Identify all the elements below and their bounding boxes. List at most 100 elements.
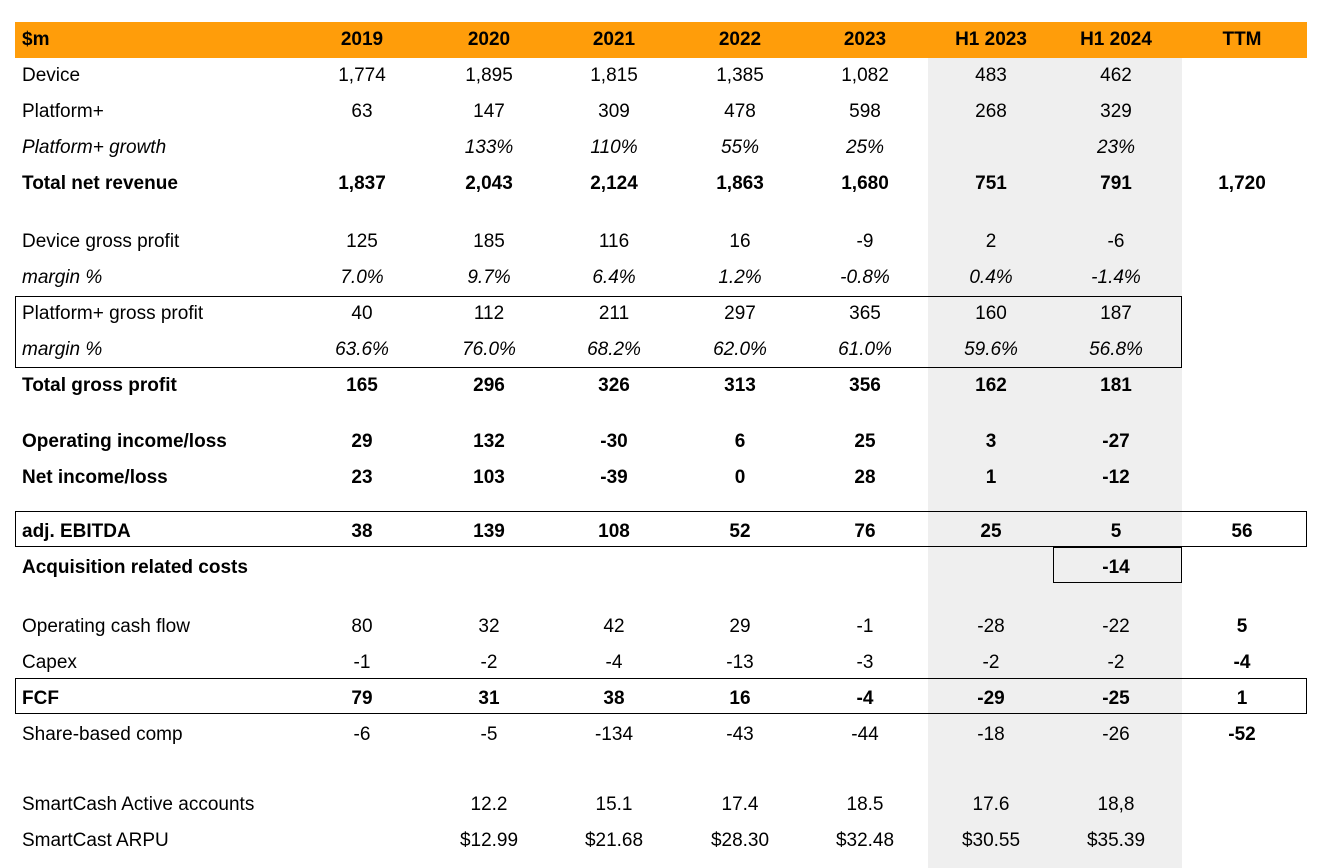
cell-operating-cash-flow-6: -22 bbox=[1102, 616, 1130, 637]
row-label-adj-ebitda: adj. EBITDA bbox=[22, 521, 131, 542]
cell-margin-1: 76.0% bbox=[462, 339, 516, 360]
cell-adj-ebitda-1: 139 bbox=[473, 521, 505, 542]
cell-platform-gross-profit-5: 160 bbox=[975, 303, 1007, 324]
cell-smartcash-active-accounts-7 bbox=[1180, 787, 1304, 823]
cell-smartcast-arpu-4: $32.48 bbox=[835, 830, 895, 851]
cell-platform-0: 63 bbox=[351, 101, 373, 122]
cell-fcf-1: 31 bbox=[478, 688, 500, 709]
cell-platform-growth-6: 23% bbox=[1096, 137, 1136, 158]
cell-margin-2: 68.2% bbox=[587, 339, 641, 360]
cell-device-gross-profit-7 bbox=[1180, 224, 1304, 260]
cell-fcf-0: 79 bbox=[351, 688, 373, 709]
cell-platform-growth-2: 110% bbox=[590, 137, 638, 158]
cell-device-2: 1,815 bbox=[590, 65, 638, 86]
cell-margin-0: 63.6% bbox=[335, 339, 389, 360]
cell-margin-6: -1.4% bbox=[1091, 267, 1141, 288]
cell-operating-income-loss-2: -30 bbox=[600, 431, 628, 452]
cell-operating-income-loss-4: 25 bbox=[854, 431, 876, 452]
cell-total-net-revenue-7: 1,720 bbox=[1218, 173, 1266, 194]
cell-net-income-loss-4: 28 bbox=[854, 467, 876, 488]
row-label-smartcast-arpu: SmartCast ARPU bbox=[22, 830, 169, 851]
cell-platform-growth-0 bbox=[300, 130, 424, 166]
cell-fcf-5: -29 bbox=[977, 688, 1005, 709]
cell-margin-6: 56.8% bbox=[1089, 339, 1143, 360]
cell-platform-gross-profit-0: 40 bbox=[351, 303, 373, 324]
cell-capex-5: -2 bbox=[982, 652, 1000, 673]
cell-platform-1: 147 bbox=[473, 101, 505, 122]
cell-platform-growth-4: 25% bbox=[845, 137, 885, 158]
cell-device-gross-profit-1: 185 bbox=[473, 231, 505, 252]
cell-share-based-comp-6: -26 bbox=[1102, 724, 1130, 745]
cell-platform-4: 598 bbox=[849, 101, 881, 122]
header-col-2022: 2022 bbox=[718, 29, 762, 50]
cell-operating-cash-flow-2: 42 bbox=[603, 616, 625, 637]
row-label-margin: margin % bbox=[22, 339, 103, 360]
cell-smartcast-arpu-2: $21.68 bbox=[584, 830, 644, 851]
cell-total-gross-profit-2: 326 bbox=[598, 375, 630, 396]
cell-fcf-6: -25 bbox=[1102, 688, 1130, 709]
cell-platform-gross-profit-2: 211 bbox=[598, 303, 630, 324]
row-label-total-net-revenue: Total net revenue bbox=[22, 173, 178, 194]
cell-device-4: 1,082 bbox=[841, 65, 889, 86]
cell-capex-3: -13 bbox=[726, 652, 754, 673]
cell-adj-ebitda-6: 5 bbox=[1110, 521, 1122, 542]
cell-acquisition-related-costs-7 bbox=[1180, 550, 1304, 586]
cell-share-based-comp-5: -18 bbox=[977, 724, 1005, 745]
cell-smartcash-active-accounts-2: 15.1 bbox=[595, 794, 633, 815]
cell-operating-income-loss-1: 132 bbox=[473, 431, 505, 452]
cell-smartcash-active-accounts-5: 17.6 bbox=[972, 794, 1010, 815]
cell-net-income-loss-5: 1 bbox=[985, 467, 997, 488]
cell-device-5: 483 bbox=[975, 65, 1007, 86]
cell-acquisition-related-costs-1 bbox=[427, 550, 551, 586]
cell-device-3: 1,385 bbox=[716, 65, 764, 86]
cell-acquisition-related-costs-3 bbox=[678, 550, 802, 586]
cell-smartcash-active-accounts-3: 17.4 bbox=[721, 794, 759, 815]
row-label-device-gross-profit: Device gross profit bbox=[22, 231, 180, 252]
cell-total-net-revenue-0: 1,837 bbox=[338, 173, 386, 194]
cell-share-based-comp-7: -52 bbox=[1228, 724, 1256, 745]
cell-share-based-comp-3: -43 bbox=[726, 724, 754, 745]
cell-margin-7 bbox=[1180, 332, 1304, 368]
cell-adj-ebitda-0: 38 bbox=[351, 521, 373, 542]
cell-net-income-loss-7 bbox=[1180, 460, 1304, 496]
cell-margin-5: 59.6% bbox=[964, 339, 1018, 360]
cell-platform-7 bbox=[1180, 94, 1304, 130]
cell-platform-growth-3: 55% bbox=[720, 137, 760, 158]
cell-platform-gross-profit-7 bbox=[1180, 296, 1304, 332]
row-label-capex: Capex bbox=[22, 652, 77, 673]
cell-platform-growth-5 bbox=[929, 130, 1053, 166]
header-col-2021: 2021 bbox=[592, 29, 636, 50]
cell-smartcash-active-accounts-0 bbox=[300, 787, 424, 823]
cell-device-gross-profit-3: 16 bbox=[729, 231, 751, 252]
header-label: $m bbox=[22, 29, 50, 50]
cell-operating-cash-flow-4: -1 bbox=[856, 616, 874, 637]
cell-total-gross-profit-0: 165 bbox=[346, 375, 378, 396]
cell-smartcast-arpu-3: $28.30 bbox=[710, 830, 770, 851]
cell-capex-1: -2 bbox=[480, 652, 498, 673]
header-bar bbox=[15, 22, 1307, 58]
cell-smartcash-active-accounts-1: 12.2 bbox=[470, 794, 508, 815]
cell-device-7 bbox=[1180, 58, 1304, 94]
header-col-h1-2023: H1 2023 bbox=[955, 29, 1027, 50]
cell-smartcast-arpu-6: $35.39 bbox=[1086, 830, 1146, 851]
cell-device-gross-profit-2: 116 bbox=[598, 231, 630, 252]
cell-total-net-revenue-5: 751 bbox=[975, 173, 1007, 194]
cell-total-gross-profit-4: 356 bbox=[849, 375, 881, 396]
cell-total-net-revenue-2: 2,124 bbox=[590, 173, 638, 194]
cell-smartcash-active-accounts-6: 18,8 bbox=[1097, 794, 1135, 815]
row-label-share-based-comp: Share-based comp bbox=[22, 724, 183, 745]
cell-fcf-2: 38 bbox=[603, 688, 625, 709]
cell-acquisition-related-costs-5 bbox=[929, 550, 1053, 586]
cell-device-0: 1,774 bbox=[338, 65, 386, 86]
cell-device-6: 462 bbox=[1100, 65, 1132, 86]
cell-device-gross-profit-0: 125 bbox=[346, 231, 378, 252]
cell-share-based-comp-4: -44 bbox=[851, 724, 879, 745]
cell-platform-gross-profit-4: 365 bbox=[849, 303, 881, 324]
cell-margin-3: 62.0% bbox=[713, 339, 767, 360]
row-label-fcf: FCF bbox=[22, 688, 59, 709]
header-col-2023: 2023 bbox=[843, 29, 887, 50]
header-col-h1-2024: H1 2024 bbox=[1080, 29, 1152, 50]
cell-operating-income-loss-5: 3 bbox=[985, 431, 997, 452]
cell-adj-ebitda-4: 76 bbox=[854, 521, 876, 542]
